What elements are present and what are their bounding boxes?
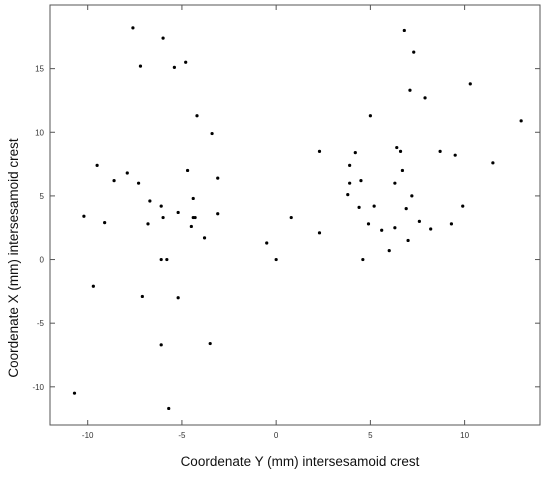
data-point: [393, 226, 397, 230]
x-tick-label: -5: [178, 431, 186, 440]
data-point: [395, 145, 399, 150]
plot-frame: [49, 4, 541, 426]
data-point: [148, 199, 152, 203]
data-point: [346, 193, 350, 197]
data-point: [348, 163, 352, 167]
x-tick-label: 0: [274, 431, 279, 440]
data-point: [423, 96, 427, 100]
data-point: [438, 149, 442, 153]
data-point: [82, 214, 86, 218]
data-point: [72, 391, 77, 395]
data-point: [176, 296, 180, 300]
data-point: [317, 149, 322, 153]
data-point: [159, 204, 163, 208]
data-point: [317, 231, 322, 235]
data-point: [406, 238, 410, 243]
data-point: [161, 215, 165, 220]
data-point: [167, 406, 171, 411]
data-points: [72, 26, 523, 411]
data-point: [193, 215, 197, 220]
plot-border: [49, 4, 541, 426]
data-point: [372, 204, 376, 208]
data-point: [91, 284, 95, 288]
y-tick-label: 0: [40, 256, 45, 265]
data-point: [289, 215, 293, 220]
data-point: [404, 207, 408, 211]
data-point: [368, 114, 372, 118]
data-point: [136, 181, 141, 185]
data-point: [408, 88, 412, 92]
data-point: [387, 249, 391, 253]
data-point: [366, 222, 371, 226]
x-tick-label: 10: [460, 431, 469, 440]
data-point: [357, 205, 361, 209]
data-point: [461, 204, 465, 208]
data-point: [138, 64, 143, 68]
data-point: [176, 210, 180, 215]
data-point: [189, 224, 193, 229]
data-point: [348, 181, 352, 185]
data-point: [185, 168, 190, 173]
data-point: [159, 343, 163, 347]
data-point: [202, 236, 207, 240]
data-point: [412, 50, 416, 54]
y-tick-label: -10: [32, 383, 44, 392]
y-tick-label: 10: [35, 128, 44, 137]
x-tick-label: 5: [368, 431, 373, 440]
data-point: [453, 153, 457, 157]
data-point: [468, 82, 472, 86]
data-point: [112, 179, 116, 183]
data-point: [410, 194, 414, 198]
data-point: [208, 341, 212, 346]
data-point: [400, 168, 405, 173]
data-point: [131, 26, 135, 30]
y-axis-label: Coordenate X (mm) intersesamoid crest: [6, 138, 21, 378]
data-point: [191, 196, 195, 201]
data-point: [449, 222, 454, 226]
data-point: [380, 228, 384, 232]
data-point: [491, 161, 495, 165]
data-point: [274, 257, 278, 262]
data-point: [210, 131, 214, 136]
data-point: [146, 222, 150, 226]
data-point: [216, 212, 220, 216]
data-point: [165, 257, 169, 262]
data-point: [195, 114, 199, 118]
data-point: [353, 151, 357, 155]
data-point: [216, 176, 220, 180]
data-point: [398, 149, 403, 153]
data-point: [184, 60, 188, 64]
data-point: [519, 119, 523, 123]
data-point: [402, 28, 406, 33]
data-point: [125, 171, 129, 175]
data-point: [361, 257, 365, 262]
data-point: [140, 294, 144, 299]
x-axis-label: Coordenate Y (mm) intersesamoid crest: [181, 454, 420, 469]
data-point: [161, 36, 165, 40]
data-point: [359, 179, 363, 183]
data-point: [393, 181, 397, 185]
data-point: [265, 241, 269, 245]
y-tick-label: -5: [37, 319, 45, 328]
x-tick-label: -10: [82, 431, 94, 440]
data-point: [103, 221, 107, 225]
y-tick-label: 15: [35, 65, 44, 74]
axis-ticks: -10 -5 0 5 10 -10 -5 0 5 10 15: [32, 5, 540, 440]
data-point: [95, 163, 99, 167]
data-point: [429, 227, 433, 231]
data-point: [417, 219, 421, 223]
data-point: [172, 65, 176, 69]
y-tick-label: 5: [40, 192, 45, 201]
data-point: [159, 257, 163, 262]
